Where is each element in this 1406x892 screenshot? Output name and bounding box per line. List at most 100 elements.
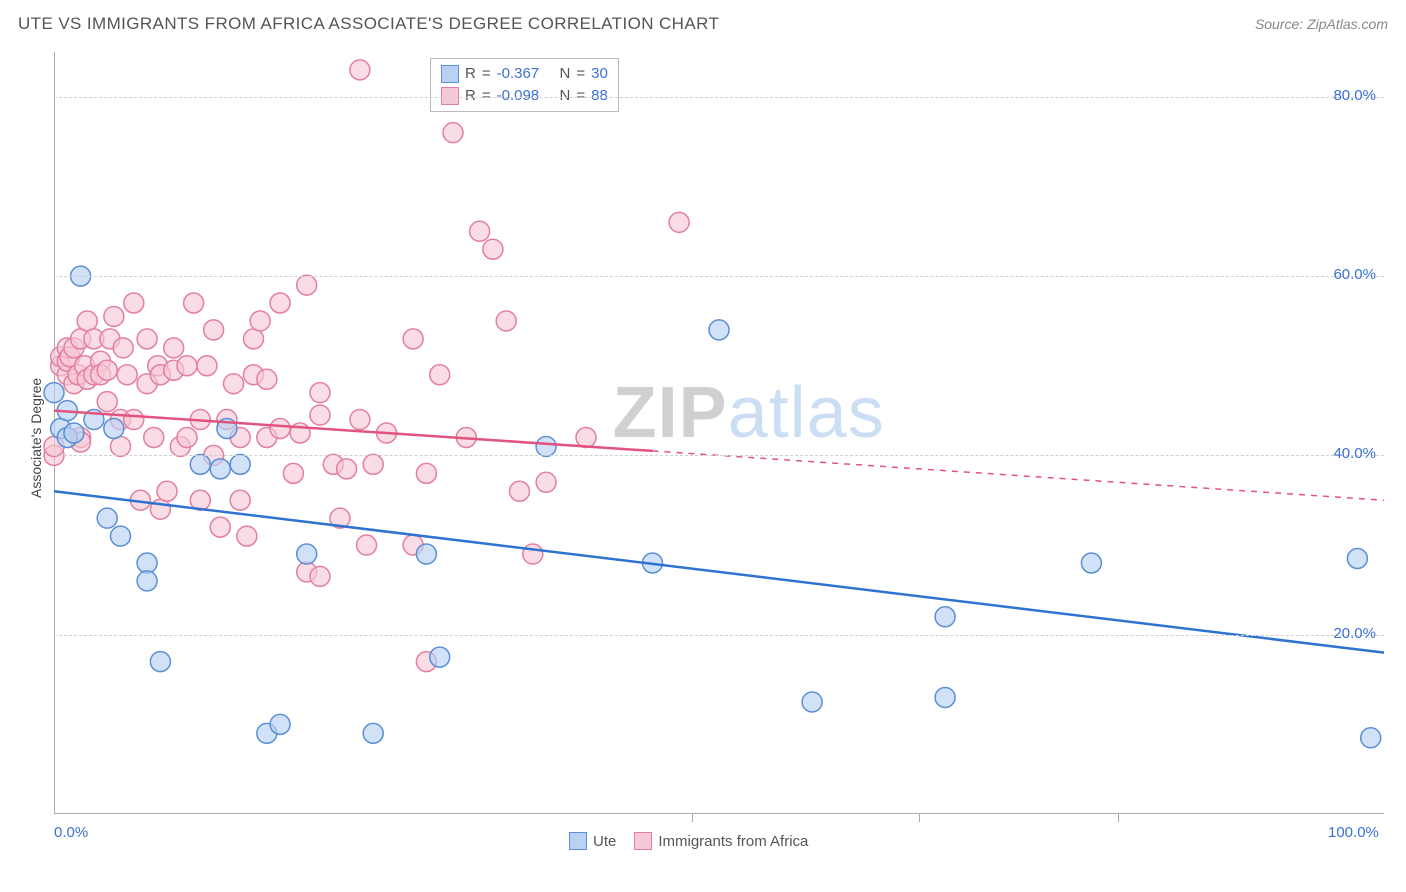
x-minor-tick [1118,814,1119,822]
legend-series-name: Ute [593,833,616,850]
legend-swatch [634,832,652,850]
y-tick-label: 20.0% [1333,625,1376,642]
scatter-point [104,419,124,439]
scatter-point [935,607,955,627]
scatter-point [210,459,230,479]
scatter-point [250,311,270,331]
gridline [54,97,1384,98]
scatter-point [416,463,436,483]
scatter-point [363,454,383,474]
legend-n-label: N [560,63,571,85]
scatter-point [297,275,317,295]
scatter-point [104,306,124,326]
scatter-point [357,535,377,555]
trend-line [54,491,1384,652]
scatter-point [310,383,330,403]
x-tick-label: 100.0% [1328,824,1379,841]
scatter-point [150,652,170,672]
scatter-point [350,60,370,80]
gridline [54,455,1384,456]
gridline [54,276,1384,277]
scatter-point [97,360,117,380]
scatter-point [124,410,144,430]
scatter-point [44,383,64,403]
scatter-point [113,338,133,358]
y-tick-label: 60.0% [1333,266,1376,283]
scatter-point [337,459,357,479]
scatter-point [137,553,157,573]
scatter-point [230,454,250,474]
scatter-point [935,687,955,707]
chart-svg [0,0,1406,892]
scatter-point [430,647,450,667]
scatter-point [536,472,556,492]
scatter-point [283,463,303,483]
trend-line-dashed [653,451,1385,500]
scatter-point [111,436,131,456]
legend-swatch [441,65,459,83]
scatter-point [184,293,204,313]
scatter-point [270,293,290,313]
y-tick-label: 40.0% [1333,445,1376,462]
scatter-point [124,293,144,313]
scatter-point [510,481,530,501]
scatter-point [802,692,822,712]
scatter-point [709,320,729,340]
scatter-point [257,369,277,389]
scatter-point [1081,553,1101,573]
legend-stat-row: R = -0.367 N = 30 [441,63,608,85]
scatter-point [177,427,197,447]
legend-series-name: Immigrants from Africa [658,833,808,850]
legend-series: Ute Immigrants from Africa [569,832,808,850]
legend-r-value: -0.367 [497,63,540,85]
scatter-point [97,508,117,528]
scatter-point [270,419,290,439]
scatter-point [244,329,264,349]
scatter-point [363,723,383,743]
scatter-point [137,571,157,591]
scatter-point [1361,728,1381,748]
scatter-point [144,427,164,447]
scatter-point [270,714,290,734]
scatter-point [111,526,131,546]
legend-n-value: 30 [591,63,608,85]
x-minor-tick [692,814,693,822]
scatter-point [204,320,224,340]
scatter-point [470,221,490,241]
scatter-point [237,526,257,546]
y-tick-label: 80.0% [1333,87,1376,104]
scatter-point [297,544,317,564]
x-tick-label: 0.0% [54,824,88,841]
scatter-point [1347,549,1367,569]
scatter-point [64,423,84,443]
scatter-point [669,212,689,232]
scatter-point [350,410,370,430]
scatter-point [97,392,117,412]
scatter-point [483,239,503,259]
legend-r-label: R [465,63,476,85]
scatter-point [190,454,210,474]
scatter-point [536,436,556,456]
scatter-point [210,517,230,537]
scatter-point [310,405,330,425]
scatter-point [117,365,137,385]
x-minor-tick [919,814,920,822]
legend-item: Immigrants from Africa [634,832,808,850]
scatter-point [430,365,450,385]
scatter-point [443,123,463,143]
scatter-point [177,356,197,376]
legend-item: Ute [569,832,616,850]
scatter-point [310,566,330,586]
scatter-point [164,338,184,358]
scatter-point [230,490,250,510]
legend-swatch [569,832,587,850]
gridline [54,635,1384,636]
scatter-point [523,544,543,564]
scatter-point [77,311,97,331]
scatter-point [403,329,423,349]
legend-stats: R = -0.367 N = 30 R = -0.098 N = 88 [430,58,619,112]
scatter-point [137,329,157,349]
scatter-point [197,356,217,376]
scatter-point [157,481,177,501]
scatter-point [576,427,596,447]
